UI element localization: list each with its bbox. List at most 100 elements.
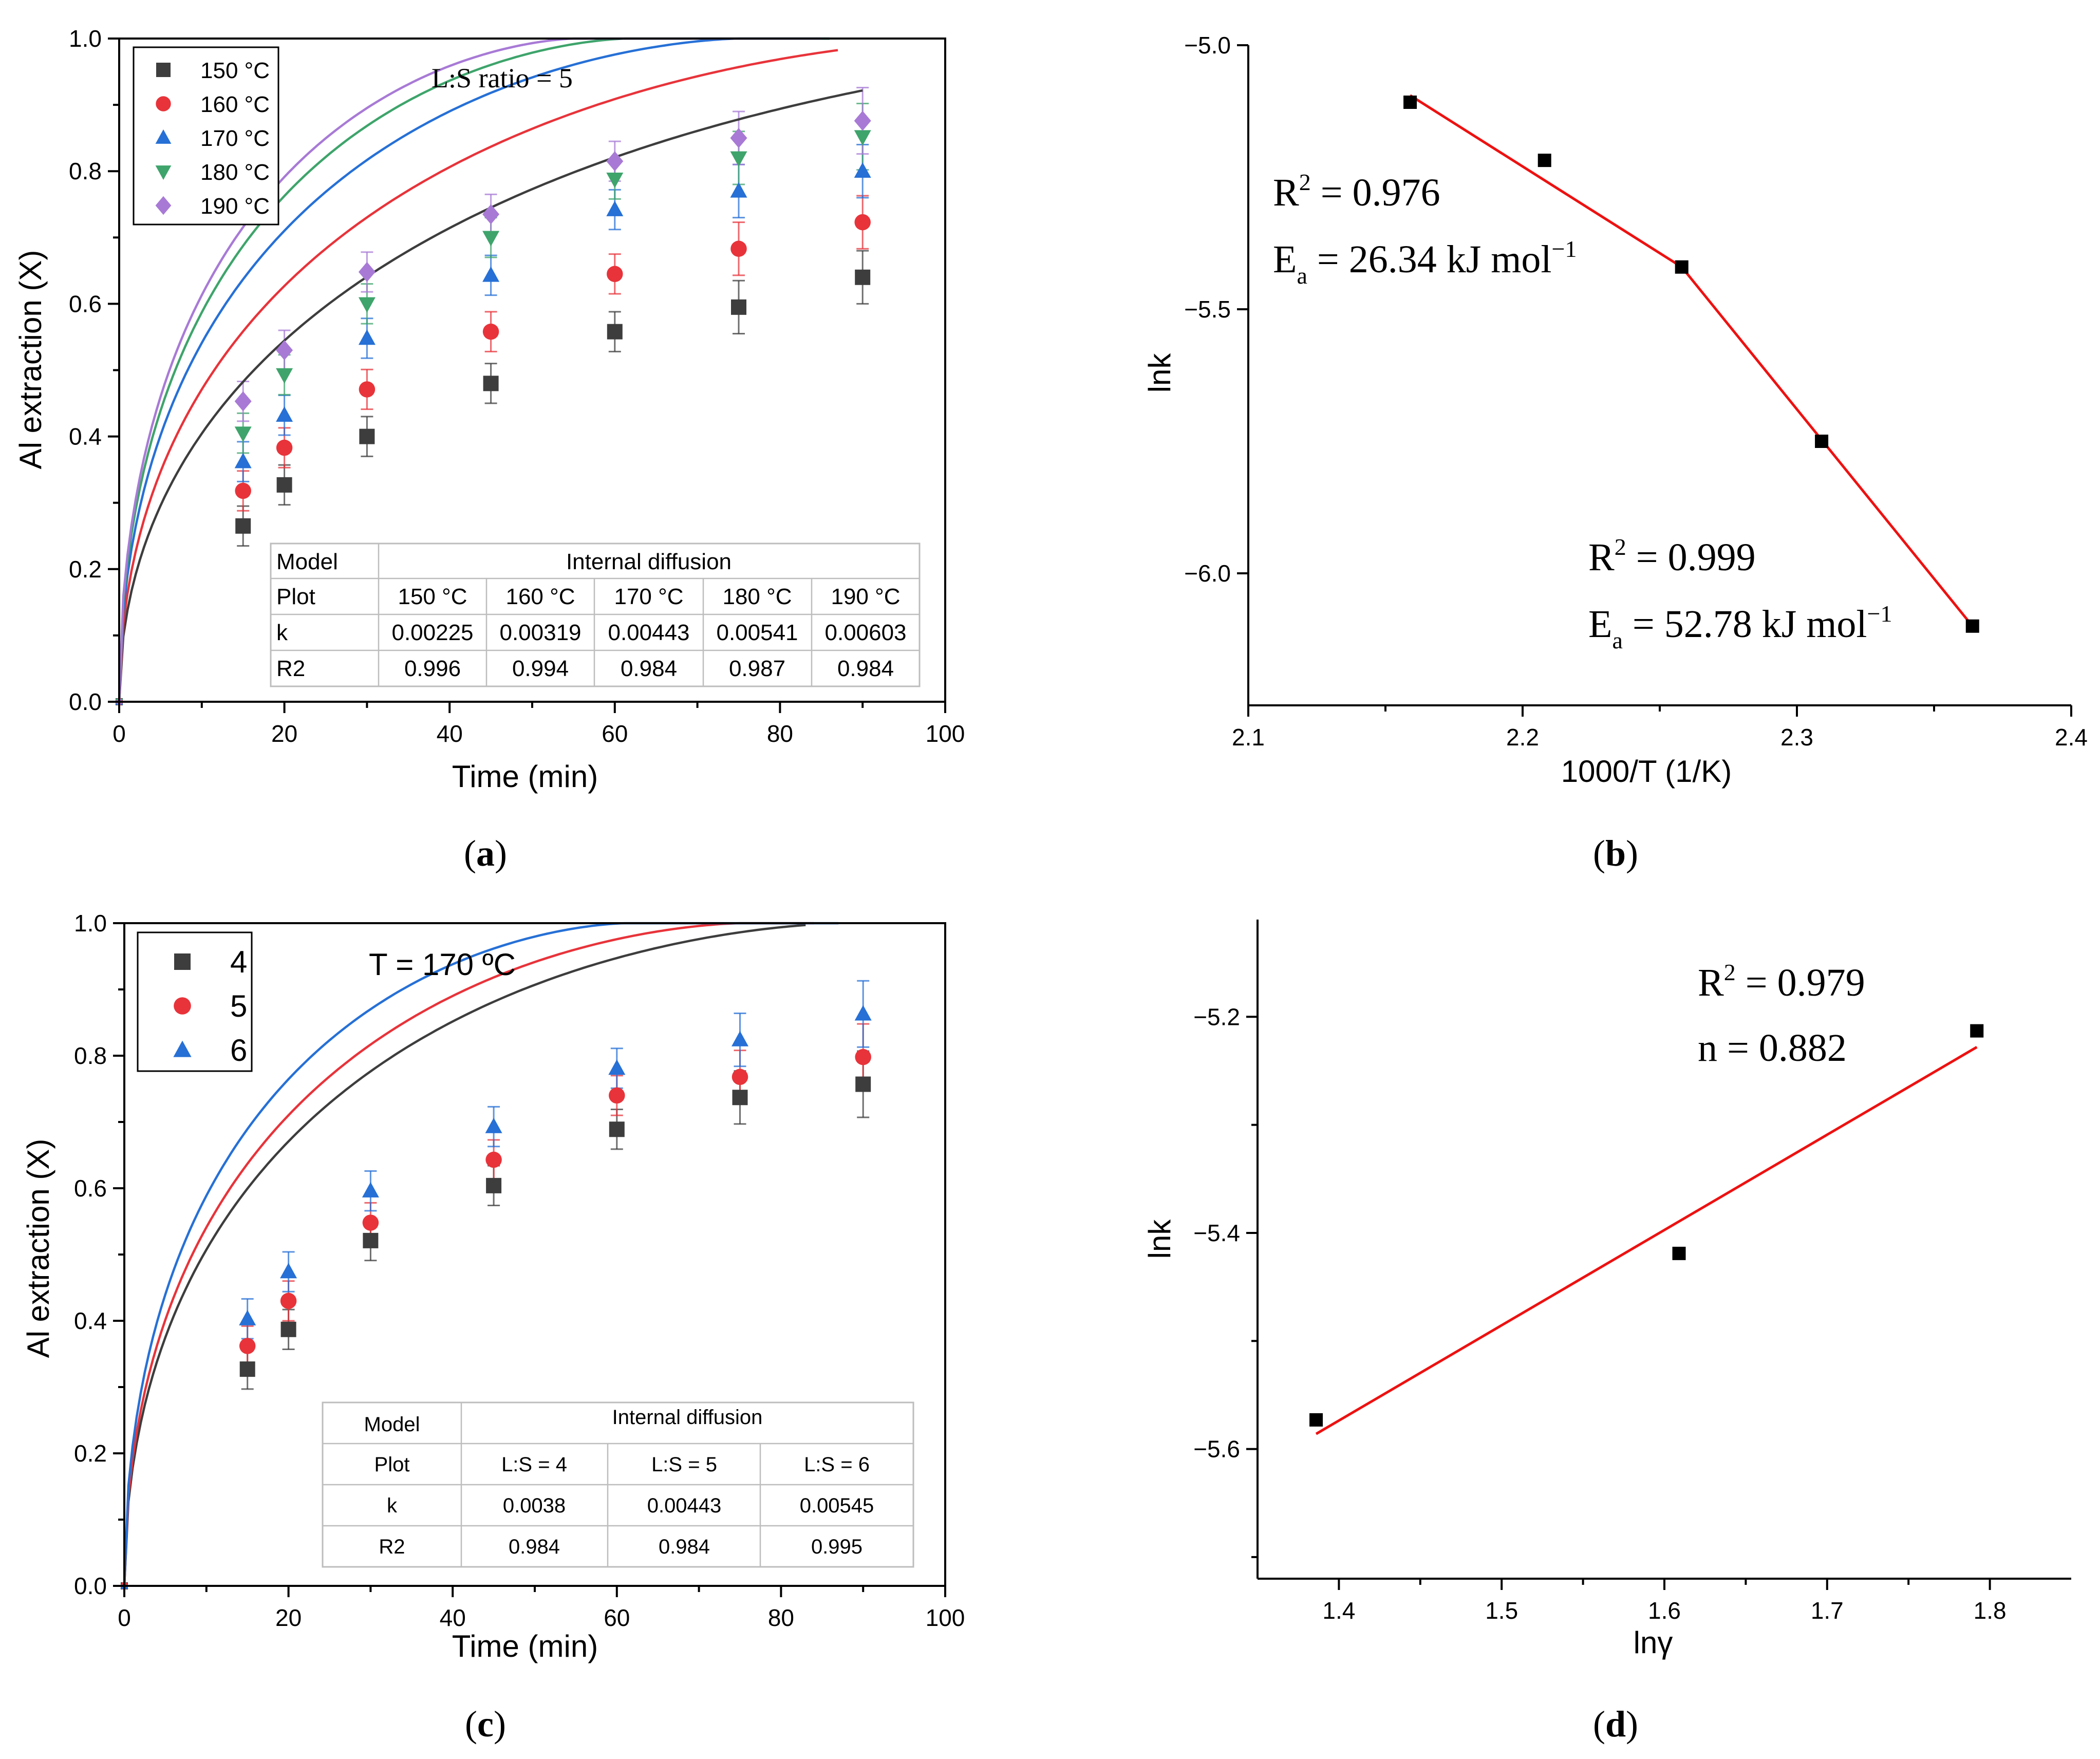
c-y-tick-label: 0.4 [74, 1307, 107, 1334]
c-y-tick-label: 0.6 [74, 1175, 107, 1202]
a-data-point [607, 266, 623, 283]
table-header-internal-diffusion: Internal diffusion [612, 1406, 763, 1429]
a-data-point [607, 324, 623, 340]
ls-ratio-annotation: L:S ratio = 5 [432, 63, 573, 93]
c-data-point [609, 1087, 625, 1104]
table-cell: 0.00541 [716, 620, 798, 645]
a-legend-label: 170 °C [200, 126, 270, 151]
a-data-point [730, 128, 747, 148]
table-cell: 0.0038 [503, 1494, 566, 1517]
c-y-tick-label: 0.8 [74, 1042, 107, 1069]
table-cell: L:S = 5 [651, 1453, 717, 1476]
a-data-point [854, 130, 871, 146]
a-legend-marker [156, 96, 171, 111]
temperature-annotation: T = 170 ºC [369, 947, 516, 982]
panel-d-r2-annotation: R2 = 0.979 [1698, 959, 1865, 1004]
a-data-point [854, 110, 871, 131]
c-legend-label: 4 [230, 945, 247, 979]
d-data-point [1970, 1024, 1984, 1038]
b-y-tick-label: −5.5 [1184, 296, 1231, 323]
panel-a-label: (a) [464, 833, 507, 874]
table-header-model: Model [364, 1413, 420, 1436]
c-legend-marker [173, 1040, 192, 1057]
a-data-point [235, 518, 251, 534]
d-x-tick-label: 1.5 [1485, 1597, 1518, 1624]
a-legend-label: 180 °C [200, 160, 270, 185]
c-y-tick-label: 0.2 [74, 1440, 107, 1467]
a-data-point [606, 151, 624, 172]
a-data-point [359, 428, 375, 444]
c-x-tick-label: 80 [768, 1604, 794, 1631]
a-legend-marker [156, 63, 171, 77]
c-x-tick-label: 40 [440, 1604, 466, 1631]
d-y-tick-label: −5.6 [1193, 1436, 1240, 1463]
b-data-point [1675, 260, 1689, 274]
panel-a-chart: 0 20 40 60 80 100 0.0 0.2 0.4 0.6 0.8 1.0 150 °C 160… [13, 25, 965, 874]
c-legend-label: 6 [230, 1033, 247, 1068]
c-data-point [732, 1031, 748, 1046]
c-y-tick-label: 0.0 [74, 1573, 107, 1599]
panel-b-r2-annotation-1: R2 = 0.976 [1273, 169, 1440, 214]
c-data-point [362, 1214, 379, 1231]
a-data-point [731, 299, 746, 315]
b-x-tick-label: 2.1 [1232, 724, 1265, 751]
panel-c-legend: 4 5 6 [137, 931, 253, 1072]
a-data-point [482, 204, 500, 224]
a-fit-curve-2 [118, 49, 838, 702]
a-data-point [854, 162, 871, 178]
c-x-tick-label: 100 [926, 1604, 965, 1631]
c-data-point [732, 1069, 748, 1086]
a-data-point [276, 439, 293, 456]
table-cell: 0.984 [837, 656, 894, 681]
d-fit-line [1315, 1046, 1978, 1435]
a-y-tick-label: 1.0 [69, 25, 102, 52]
a-data-point [276, 368, 293, 384]
c-data-point [609, 1121, 625, 1137]
a-data-point [482, 266, 500, 282]
a-data-point [855, 269, 871, 285]
a-y-tick-label: 0.0 [69, 688, 102, 715]
table-cell: 0.00545 [800, 1494, 874, 1517]
c-fit-curve-2 [123, 922, 814, 1586]
panel-a-x-axis-label: Time (min) [452, 759, 598, 794]
a-legend-marker [155, 196, 172, 215]
d-y-tick-label: −5.4 [1193, 1220, 1240, 1246]
b-data-point [1965, 619, 1979, 633]
a-data-point [606, 200, 624, 216]
a-data-point [276, 477, 292, 493]
panel-b-ea-annotation-1: Ea = 26.34 kJ mol−1 [1273, 236, 1577, 289]
table-cell: 0.00443 [647, 1494, 722, 1517]
a-fit-curve-3 [118, 37, 830, 702]
a-legend-marker [155, 165, 172, 180]
panel-c-chart: 0 20 40 60 80 100 0.0 0.2 0.4 0.6 0.8 1.0 4 5 6 T = 1… [21, 910, 965, 1745]
a-data-point [359, 381, 376, 398]
table-cell: 0.996 [404, 656, 461, 681]
panel-c-x-axis-label: Time (min) [452, 1629, 598, 1663]
table-header-internal-diffusion: Internal diffusion [566, 549, 732, 574]
table-cell: L:S = 6 [804, 1453, 870, 1476]
table-cell: 0.00319 [499, 620, 581, 645]
c-x-tick-label: 60 [604, 1604, 630, 1631]
c-data-point [486, 1177, 502, 1193]
table-header-model: Model [276, 549, 338, 574]
table-cell: 0.984 [509, 1536, 560, 1558]
a-x-tick-label: 40 [437, 720, 463, 747]
table-cell: 0.00603 [824, 620, 906, 645]
c-y-tick-label: 1.0 [74, 910, 107, 937]
table-cell: 180 °C [722, 584, 792, 609]
panel-d-x-axis-label: lnγ [1634, 1625, 1673, 1660]
panel-d-label: (d) [1593, 1704, 1638, 1745]
panel-b-r2-annotation-2: R2 = 0.999 [1588, 534, 1756, 579]
b-y-tick-label: −5.0 [1184, 32, 1231, 59]
d-y-tick-label: −5.2 [1193, 1003, 1240, 1030]
a-x-tick-label: 60 [602, 720, 628, 747]
table-cell: k [387, 1494, 398, 1517]
c-data-point [608, 1059, 626, 1075]
table-cell: 0.995 [811, 1536, 863, 1558]
table-cell: 150 °C [398, 584, 467, 609]
c-data-point [280, 1293, 297, 1309]
a-legend-marker [155, 129, 172, 144]
a-x-tick-label: 100 [926, 720, 965, 747]
c-legend-label: 5 [230, 989, 247, 1023]
